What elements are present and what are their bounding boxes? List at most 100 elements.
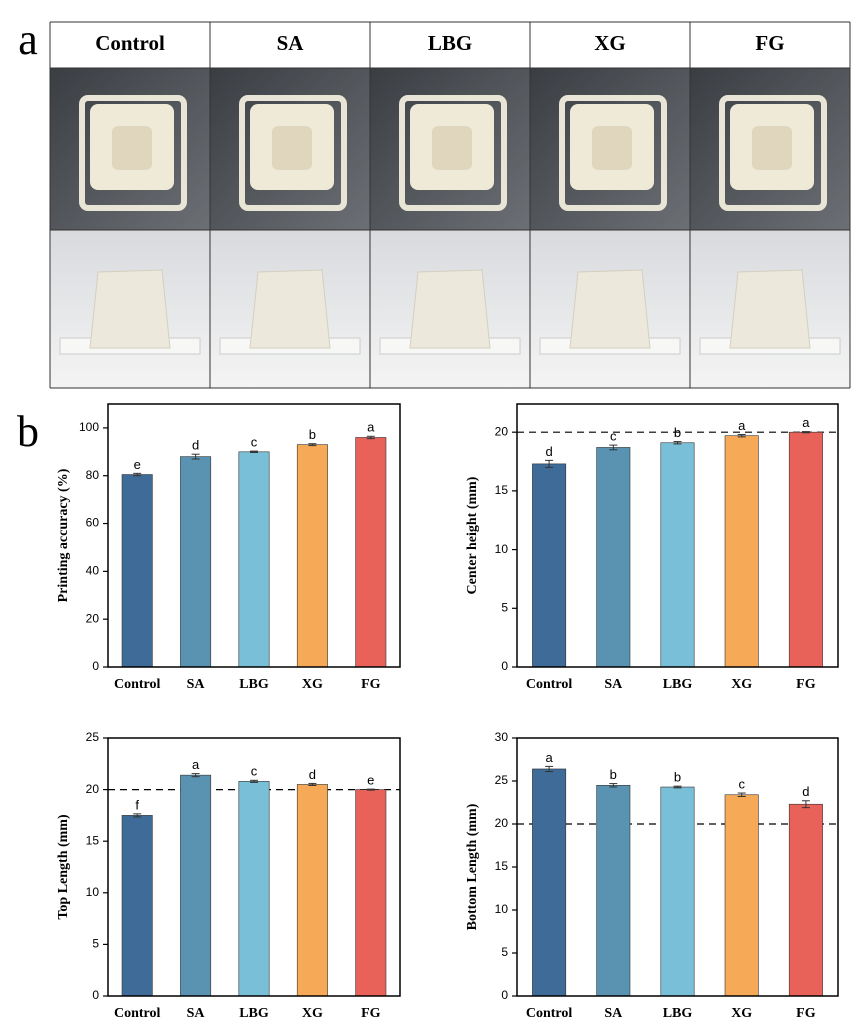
error-bar [737,434,746,438]
x-tick-label: LBG [663,1006,693,1021]
significance-letter: a [367,420,375,435]
error-bar [133,472,142,477]
x-tick-label: FG [361,677,381,692]
y-tick-label: 20 [86,611,100,625]
bar [660,786,695,997]
significance-letter: c [251,764,258,779]
x-tick-label: LBG [239,677,269,692]
y-tick-label: 20 [86,782,100,796]
y-tick-label: 0 [501,659,508,673]
error-bar [545,459,554,468]
y-axis-label: Center height (mm) [465,476,480,594]
cube-center [432,126,472,170]
significance-letter: b [309,427,316,442]
significance-letter: c [738,776,745,791]
bar [355,789,387,997]
bar [121,815,153,997]
significance-letter: a [738,418,746,433]
significance-letter: b [674,425,681,440]
y-axis-label: Bottom Length (mm) [465,803,480,930]
y-tick-label: 15 [495,483,509,497]
y-tick-label: 10 [495,542,509,556]
error-bar [250,779,258,783]
x-tick-label: Control [526,677,573,692]
significance-letter: c [610,429,617,444]
bar [238,451,270,668]
bar [180,774,212,997]
bar [296,784,328,997]
printed-side [89,269,171,349]
y-tick-label: 0 [92,659,99,673]
bar [180,456,212,668]
error-bar [308,443,317,447]
error-bar [545,765,554,773]
x-tick-label: LBG [663,677,693,692]
error-bar [801,800,810,809]
x-tick-label: SA [604,1006,623,1021]
significance-letter: d [545,444,552,459]
x-tick-label: XG [731,677,752,692]
y-tick-label: 15 [495,859,509,873]
significance-letter: c [251,435,258,450]
y-tick-label: 5 [92,937,99,951]
column-header: FG [755,31,784,55]
error-bar [673,441,682,445]
cube-center [752,126,792,170]
x-tick-label: XG [302,1006,323,1021]
error-bar [366,788,375,791]
printed-frame [559,95,667,211]
error-bar [673,785,682,789]
error-bar [737,792,746,797]
printed-side [569,269,651,349]
significance-letter: a [192,757,200,772]
bar [238,781,270,997]
x-tick-label: XG [731,1006,752,1021]
bar [296,444,328,668]
x-tick-label: SA [187,677,206,692]
significance-letter: a [545,750,553,765]
y-tick-label: 0 [501,988,508,1002]
y-tick-label: 10 [495,902,509,916]
x-tick-label: SA [604,677,623,692]
cube-center [592,126,632,170]
bar [724,435,759,668]
error-bar [366,435,375,440]
y-tick-label: 25 [495,773,509,787]
bar [788,431,823,668]
y-tick-label: 5 [501,600,508,614]
significance-letter: e [367,773,374,788]
error-bar [191,453,200,460]
y-tick-label: 5 [501,945,508,959]
significance-letter: b [674,770,681,785]
panel-label: b [17,407,39,456]
bar [596,447,631,668]
bar [532,768,567,997]
printed-side [409,269,491,349]
x-tick-label: LBG [239,1006,269,1021]
x-tick-label: FG [361,1006,381,1021]
error-bar [191,773,200,778]
column-header: LBG [428,31,472,55]
printed-side [729,269,811,349]
y-axis-label: Printing accuracy (%) [56,468,71,602]
x-tick-label: FG [796,677,816,692]
significance-letter: e [134,457,141,472]
significance-letter: b [610,767,617,782]
plot-frame [107,737,401,997]
error-bar [609,444,618,451]
plot-frame [516,737,839,997]
plot-frame [516,403,839,668]
bar [788,803,823,997]
x-tick-label: FG [796,1006,816,1021]
column-header: XG [594,31,626,55]
x-tick-label: Control [114,677,161,692]
bar [660,442,695,668]
error-bar [250,450,258,454]
plot-frame [107,403,401,668]
column-header: Control [95,31,165,55]
printed-frame [399,95,507,211]
error-bar [308,782,317,786]
significance-letter: f [135,797,139,812]
y-axis-label: Top Length (mm) [56,814,71,920]
